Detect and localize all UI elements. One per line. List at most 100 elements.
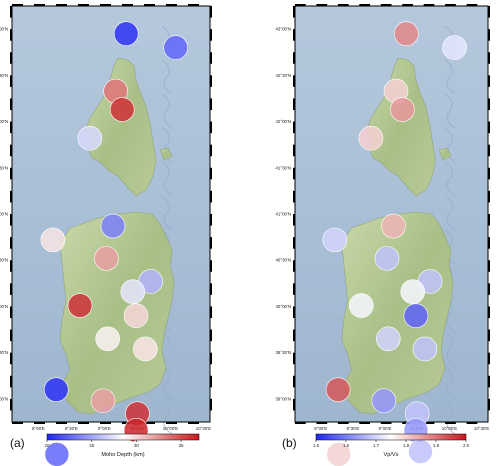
frame-tick-left [10,398,12,411]
station-marker [120,279,146,304]
station-marker [113,21,139,47]
lat-tick-label: 39°00'N [0,396,8,401]
frame-tick-left [10,52,12,64]
station-marker [403,303,429,328]
frame-tick-left [293,398,295,411]
frame-tick-top [144,4,155,6]
frame-tick-right [210,144,212,157]
frame-tick-right [210,6,212,18]
frame-tick-left [293,29,295,41]
bathymetry-line [444,161,456,197]
station-marker [95,326,120,352]
frame-tick-left [293,121,295,134]
frame-tick-bottom [337,422,349,424]
station-marker [393,21,419,47]
frame-tick-right [488,98,490,110]
station-marker [371,388,397,414]
frame-tick-top [12,4,23,6]
frame-tick-bottom [359,422,371,424]
frame-tick-bottom [445,422,456,424]
bathymetry-line [161,331,173,367]
lat-tick-label: 41°30'N [275,165,291,170]
frame-tick-left [293,6,295,18]
frame-tick-left [10,375,12,388]
lat-tick-label: 42°00'N [275,119,291,124]
frame-tick-right [488,283,490,295]
frame-tick-right [488,398,490,411]
colorbar-tick-label: 2.0 [463,443,470,448]
station-marker [348,293,374,318]
lat-tick-label: 40°30'N [275,258,291,263]
lat-tick-label: 43°00'N [0,27,8,32]
frame-tick-right [488,260,490,272]
frame-tick-right [488,352,490,365]
station-marker [43,377,69,402]
frame-tick-bottom [78,422,89,424]
lon-tick-label: 8°00'E [314,426,327,431]
bathymetry-line [444,365,456,401]
frame-tick-left [10,237,12,249]
frame-tick-right [210,190,212,203]
frame-tick-right [210,121,212,134]
frame-tick-right [488,29,490,41]
lon-tick-label: 8°00'E [32,426,45,431]
frame-tick-right [210,52,212,64]
map-panel-b: 43°00'N 42°30'N 42°00'N 41°30'N 41°00'N 40°30… [275,4,490,466]
frame-tick-right [210,329,212,342]
station-marker [358,125,384,151]
bathymetry-line [444,331,456,367]
frame-tick-right [210,398,212,411]
frame-tick-left [293,75,295,87]
frame-tick-top [380,4,392,6]
colorbar [315,433,467,441]
frame-tick-left [10,352,12,365]
colorbar-tick-label: 1.9 [433,443,440,448]
frame-tick-top [166,4,177,6]
frame-tick-top [423,4,435,6]
frame-tick-bottom [100,422,111,424]
bathymetry-line [161,399,173,435]
bathymetry-line [444,127,456,163]
lat-tick-label: 39°30'N [0,350,8,355]
frame-tick-bottom [34,422,45,424]
station-marker [90,388,116,414]
frame-tick-left [10,329,12,342]
station-marker [374,246,400,271]
frame-tick-left [293,352,295,365]
lat-tick-label: 41°00'N [275,212,291,217]
lat-tick-label: 41°30'N [0,165,8,170]
bathymetry-line [444,59,456,95]
station-marker [100,213,126,239]
frame-tick-right [488,121,490,134]
bathymetry-line [444,399,456,435]
station-marker [322,227,348,253]
station-marker [390,97,415,122]
colorbar [46,433,200,441]
frame-tick-right [488,6,490,18]
colorbar-tick-label: 25 [89,443,94,448]
frame-tick-left [10,121,12,134]
frame-tick-right [210,237,212,249]
station-marker [67,293,93,318]
station-marker [326,442,352,466]
lat-tick-label: 39°30'N [275,350,291,355]
frame-tick-right [210,306,212,318]
frame-tick-left [10,260,12,272]
frame-tick-bottom [166,422,177,424]
bathymetry-line [161,59,173,95]
lon-tick-label: 9°00'E [379,426,392,431]
frame-tick-right [488,329,490,342]
frame-tick-bottom [188,422,199,424]
frame-tick-right [210,75,212,87]
station-marker [123,303,149,328]
frame-tick-left [293,329,295,342]
lon-tick-label: 10°00'E [163,426,178,431]
frame-tick-left [293,260,295,272]
frame-tick-right [488,144,490,157]
frame-tick-left [10,306,12,318]
frame-tick-right [488,52,490,64]
frame-tick-right [210,98,212,110]
frame-tick-bottom [380,422,392,424]
frame-tick-bottom [423,422,435,424]
